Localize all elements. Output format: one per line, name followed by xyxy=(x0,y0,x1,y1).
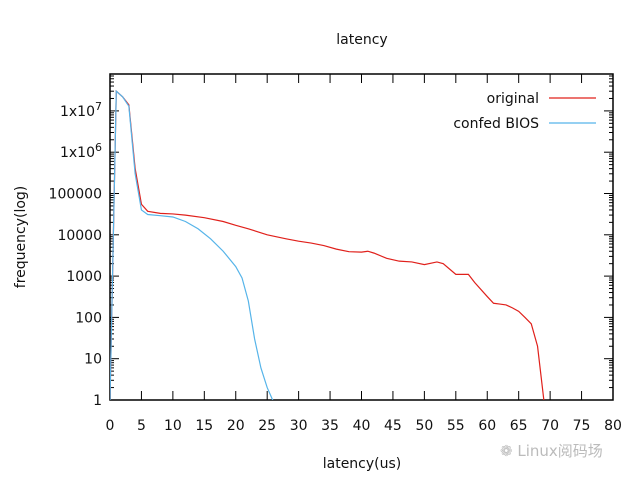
y-tick-label: 1x106 xyxy=(60,141,102,161)
x-tick-label: 55 xyxy=(447,418,465,434)
x-tick-label: 75 xyxy=(573,418,591,434)
watermark: ❁ Linux阅码场 xyxy=(500,442,603,460)
legend-label: confed BIOS xyxy=(453,116,539,132)
series-line-confed-bios xyxy=(110,89,274,400)
x-tick-label: 80 xyxy=(604,418,622,434)
x-tick-label: 65 xyxy=(510,418,528,434)
y-axis-label: frequency(log) xyxy=(13,186,29,288)
series-line-original xyxy=(110,89,545,400)
x-tick-label: 35 xyxy=(321,418,339,434)
x-tick-label: 40 xyxy=(353,418,371,434)
y-tick-label: 1x107 xyxy=(60,100,102,120)
x-tick-label: 0 xyxy=(106,418,115,434)
x-axis-label: latency(us) xyxy=(323,456,402,472)
x-tick-label: 15 xyxy=(195,418,213,434)
chart-title: latency xyxy=(336,32,387,48)
y-tick-label: 100000 xyxy=(49,187,102,203)
x-tick-label: 70 xyxy=(541,418,559,434)
x-tick-label: 20 xyxy=(227,418,245,434)
x-tick-label: 5 xyxy=(137,418,146,434)
x-tick-label: 50 xyxy=(415,418,433,434)
wechat-icon: ❁ xyxy=(500,442,518,460)
x-tick-label: 45 xyxy=(384,418,402,434)
y-tick-label: 10 xyxy=(84,352,102,368)
x-tick-label: 30 xyxy=(290,418,308,434)
x-tick-label: 60 xyxy=(478,418,496,434)
y-tick-label: 10000 xyxy=(57,228,102,244)
y-tick-label: 100 xyxy=(75,310,102,326)
y-tick-label: 1 xyxy=(93,393,102,409)
x-tick-label: 25 xyxy=(258,418,276,434)
legend-label: original xyxy=(487,91,539,107)
y-tick-label: 1000 xyxy=(66,269,102,285)
x-tick-label: 10 xyxy=(164,418,182,434)
